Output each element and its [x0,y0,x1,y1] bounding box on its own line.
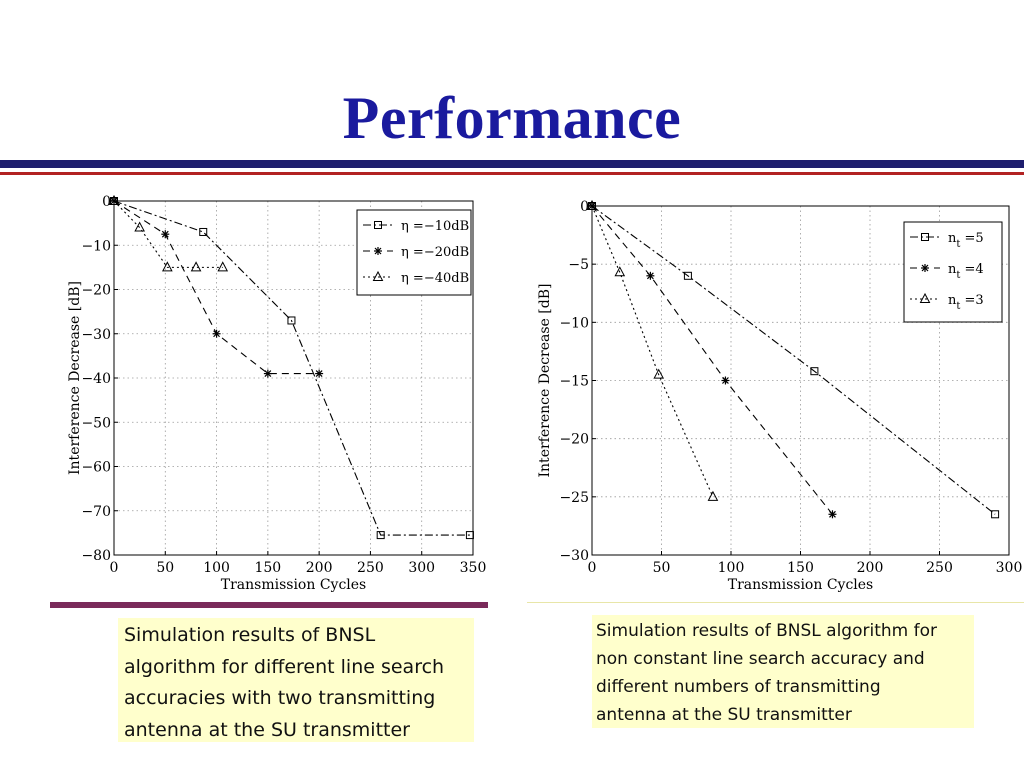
chart-right-underline [527,602,1024,603]
chart-right-ylabel: Interference Decrease [dB] [537,284,553,478]
chart-left-data-point [315,369,324,378]
chart-right: 0 50 100 150 200 250 300 0 −5 −10 −15 −20 −25 −30 Tran… [527,188,1024,604]
chart-right-data-point [614,266,626,277]
chart-right-ytick-label: −5 [568,257,589,273]
chart-left-xtick-label: 150 [254,560,281,576]
caption-left: Simulation results of BNSL algorithm for… [118,618,474,742]
chart-left-series-line [113,200,223,268]
chart-right-data-point [653,368,665,379]
chart-left-legend-marker [374,247,382,255]
chart-left-xtick-label: 350 [460,560,487,576]
chart-right-series-line [591,205,996,515]
chart-right-legend-marker [921,264,929,272]
chart-right-series-2 [586,199,719,501]
chart-right-data-point [991,510,1000,519]
chart-left-data-point [287,316,296,325]
chart-left-data-point [108,194,120,205]
chart-right-legend-marker [919,292,931,303]
chart-left-ylabel: Interference Decrease [dB] [67,281,83,475]
chart-right-data-point [721,376,730,385]
slide-title: Performance [342,85,682,151]
chart-right-xtick-label: 0 [588,560,597,576]
chart-left-data-point [217,261,229,272]
chart-left-data-point [465,531,474,540]
chart-right-ytick-label: −30 [559,548,589,564]
chart-right-xtick-label: 50 [653,560,671,576]
chart-left-ytick-label: −30 [81,327,111,343]
chart-right-xtick-label: 100 [718,560,745,576]
chart-left-ytick-label: −20 [81,283,111,299]
chart-left-legend-marker [372,270,384,281]
chart-right-data-point [810,367,819,376]
chart-left-ytick-label: −40 [81,371,111,387]
chart-left-ytick-label: −10 [81,238,111,254]
chart-left-ytick-label: −70 [81,504,111,520]
chart-left-data-point [199,227,208,236]
chart-right-legend-marker [921,233,929,241]
chart-right-series-line [591,205,833,515]
chart-left-underline [50,602,488,608]
chart-left-series-line [113,200,470,536]
chart-left-data-point [212,329,221,338]
chart-right-xtick-label: 250 [926,560,953,576]
chart-left-svg: 0 50 100 150 200 250 300 350 0 −10 −20 −30 −40 −50 −60… [67,194,487,593]
chart-left: 0 50 100 150 200 250 300 350 0 −10 −20 −30 −40 −50 −60… [55,188,490,604]
chart-left-data-point [162,261,173,272]
title-divider-navy [0,160,1024,168]
chart-right-ytick-label: −10 [559,315,589,331]
chart-right-data-point [828,510,837,519]
title-divider-red [0,172,1024,175]
chart-right-ytick-label: −15 [559,374,589,390]
chart-right-ytick-label: 0 [580,199,589,215]
chart-left-ytick-label: 0 [102,194,111,210]
chart-left-data-point [161,230,170,239]
chart-right-xtick-label: 200 [857,560,884,576]
chart-left-xtick-label: 50 [156,560,174,576]
chart-left-xtick-label: 200 [306,560,333,576]
chart-left-legend-label: η =−20dB [401,245,469,260]
chart-right-legend: nt =5nt =4nt =3 [903,221,1003,323]
chart-left-ytick-label: −80 [81,548,111,564]
chart-left-xtick-label: 300 [408,560,435,576]
chart-left-legend-label: η =−10dB [401,219,469,234]
chart-right-ytick-label: −25 [559,490,589,506]
chart-right-xtick-label: 300 [996,560,1023,576]
chart-left-series-2 [108,194,229,272]
chart-left-data-point [134,221,145,232]
chart-left-xtick-label: 250 [357,560,384,576]
chart-right-xlabel: Transmission Cycles [728,577,873,593]
chart-right-series-line [591,205,714,498]
chart-left-xtick-label: 100 [203,560,230,576]
chart-left-xlabel: Transmission Cycles [221,577,366,593]
chart-right-data-point [707,490,719,501]
chart-left-data-point [263,369,272,378]
chart-left-ytick-label: −50 [81,415,111,431]
chart-right-data-point [683,271,692,280]
chart-right-svg: 0 50 100 150 200 250 300 0 −5 −10 −15 −20 −25 −30 Tran… [537,199,1023,593]
chart-left-legend-marker [374,221,382,229]
chart-right-ytick-label: −20 [559,432,589,448]
chart-right-data-point [586,199,598,210]
chart-left-xtick-label: 0 [110,560,119,576]
chart-right-legend-label: nt =3 [948,293,984,312]
chart-left-data-point [376,531,385,540]
chart-left-legend-label: η =−40dB [401,271,469,286]
caption-right: Simulation results of BNSL algorithm for… [592,615,974,728]
chart-left-data-point [190,261,202,272]
chart-right-xtick-label: 150 [787,560,814,576]
chart-left-legend: η =−10dB η =−20dB η =−40dB [356,209,472,296]
chart-left-ytick-label: −60 [81,460,111,476]
chart-right-data-point [646,271,655,280]
